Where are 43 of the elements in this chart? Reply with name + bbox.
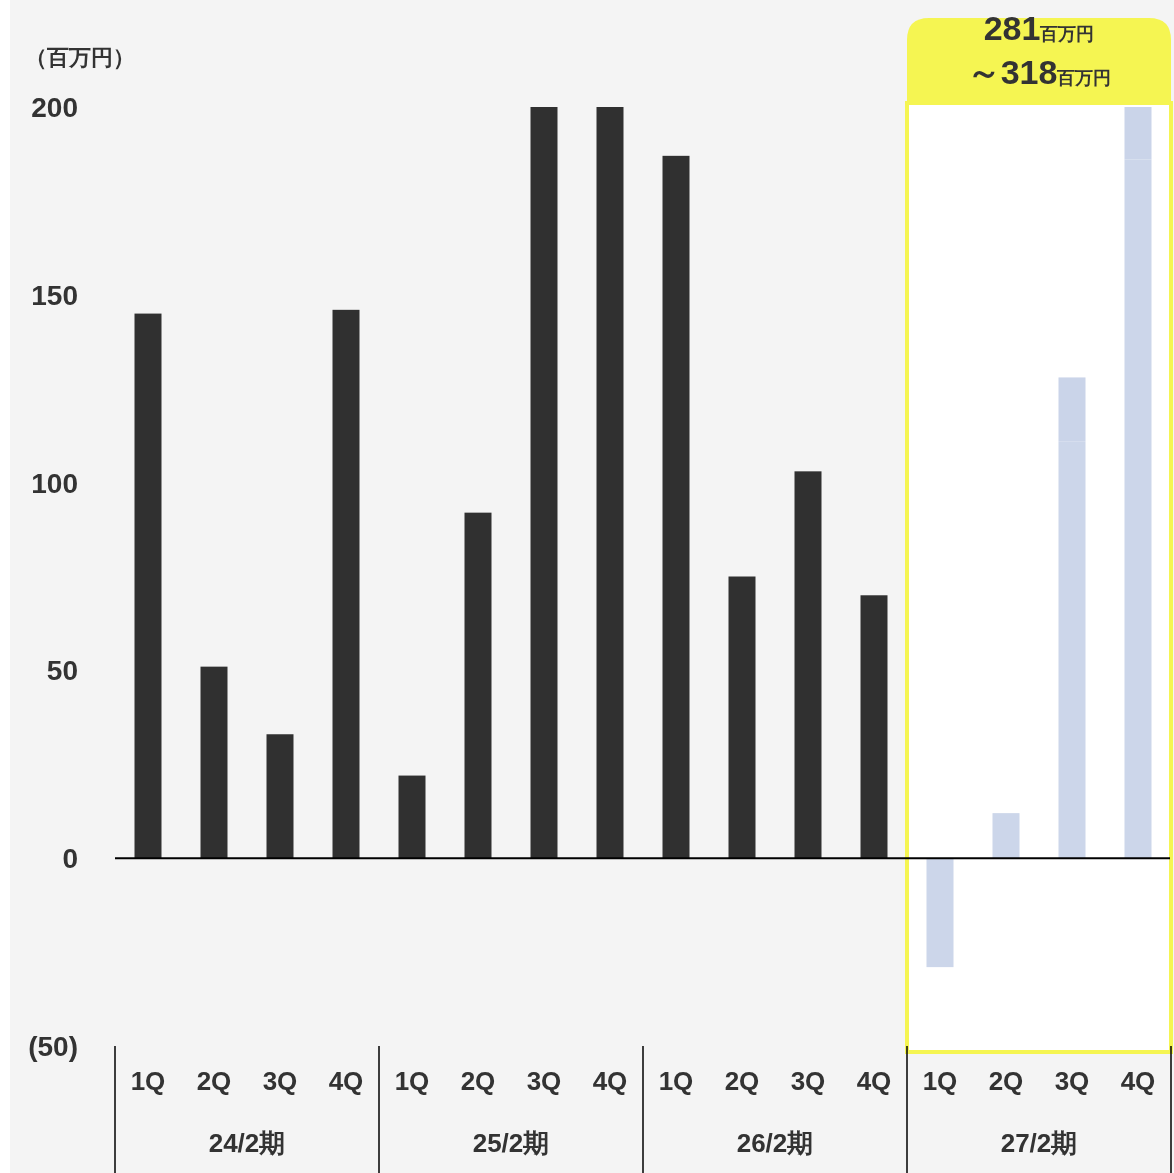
bar (662, 155, 690, 859)
bar (530, 107, 558, 859)
x-tick-label: 4Q (1120, 1066, 1156, 1096)
y-tick-label: (50) (28, 1031, 78, 1062)
y-tick-label: 0 (62, 843, 78, 875)
bar (398, 775, 426, 859)
x-tick-label: 1Q (130, 1066, 166, 1096)
bar (728, 576, 756, 859)
bar (266, 734, 294, 859)
x-tick-label: 3Q (262, 1066, 298, 1096)
bar (926, 858, 954, 968)
bar (332, 309, 360, 859)
bar (464, 512, 492, 859)
x-tick-label: 1Q (658, 1066, 694, 1096)
x-tick-label: 1Q (394, 1066, 430, 1096)
text: 26/2期 (736, 1128, 814, 1158)
x-tick-label: 4Q (856, 1066, 892, 1096)
y-tick-label: 150 (31, 279, 78, 311)
bar (134, 313, 162, 859)
x-tick-label: 3Q (526, 1066, 562, 1096)
x-tick-label: 4Q (328, 1066, 364, 1096)
text: 25/2期 (472, 1128, 550, 1158)
x-tick-label: 2Q (724, 1066, 760, 1096)
text: ～318百万円 (966, 53, 1112, 91)
x-tick-label: 2Q (988, 1066, 1024, 1096)
bar (992, 813, 1020, 859)
x-tick-label: 2Q (196, 1066, 232, 1096)
y-axis-title: （百万円） (25, 45, 135, 70)
x-tick-label: 3Q (1054, 1066, 1090, 1096)
y-tick-label: 50 (46, 655, 78, 687)
bar (860, 595, 888, 859)
x-tick-label: 4Q (592, 1066, 628, 1096)
text: 24/2期 (208, 1128, 286, 1158)
x-tick-label: 3Q (790, 1066, 826, 1096)
x-tick-label: 1Q (922, 1066, 958, 1096)
text: 27/2期 (1000, 1128, 1078, 1158)
bar (200, 666, 228, 859)
x-tick-label: 2Q (460, 1066, 496, 1096)
bar (794, 471, 822, 859)
bar (596, 107, 624, 859)
text: 281百万円 (983, 9, 1095, 47)
y-tick-label: 200 (31, 92, 78, 123)
y-tick-label: 100 (31, 467, 78, 499)
